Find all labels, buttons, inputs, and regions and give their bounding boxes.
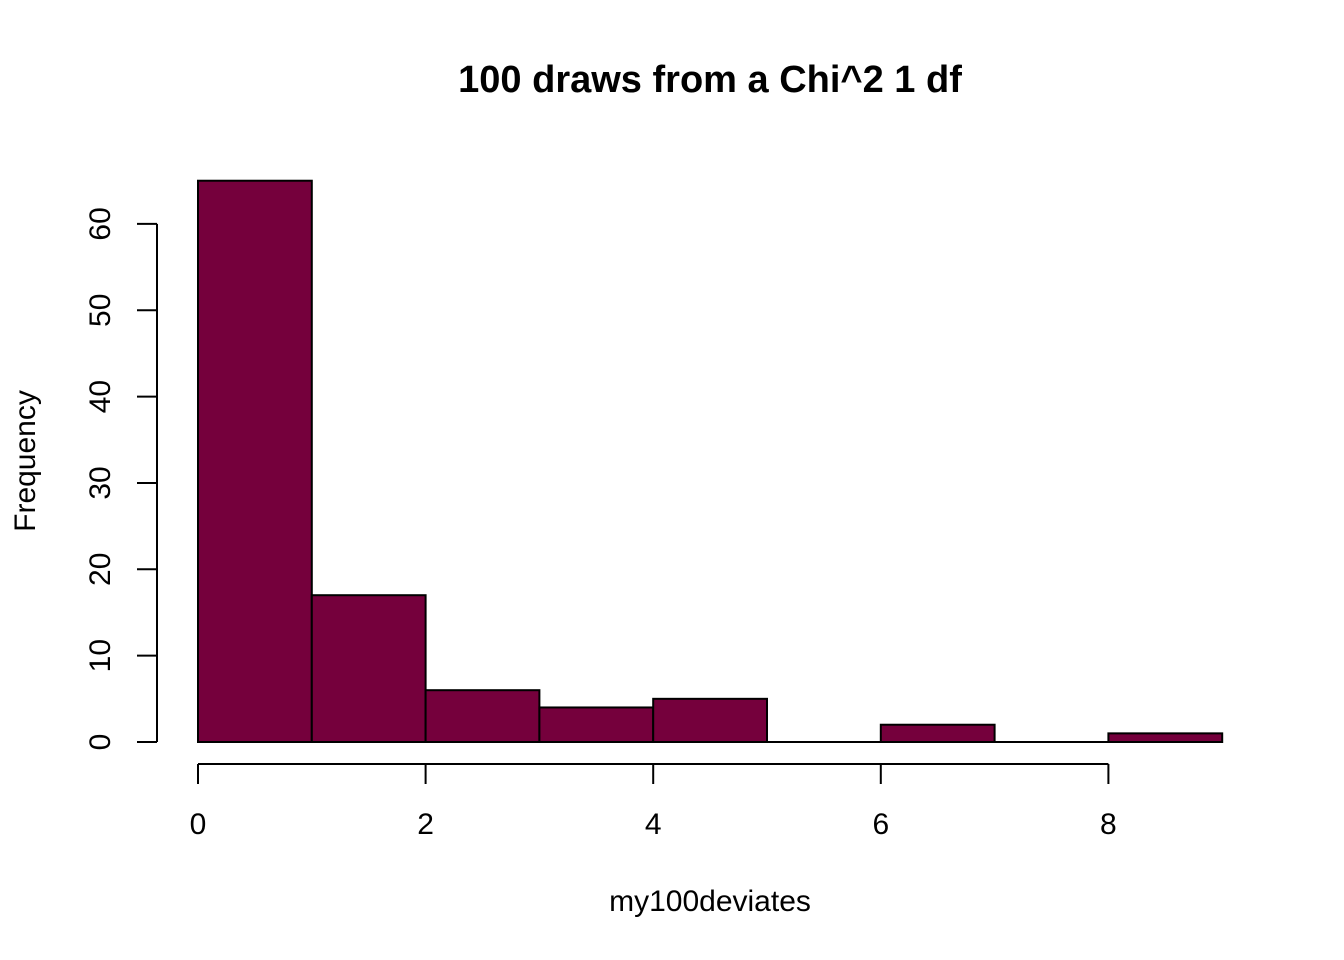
x-axis: 0 2 4 6 8 bbox=[190, 763, 1117, 841]
y-tick-label-3: 30 bbox=[84, 466, 117, 499]
y-tick-label-6: 60 bbox=[84, 207, 117, 240]
x-tick-label-0: 0 bbox=[190, 808, 207, 841]
y-tick-label-4: 40 bbox=[84, 380, 117, 413]
y-tick-label-0: 0 bbox=[84, 734, 117, 751]
x-tick-label-2: 4 bbox=[645, 808, 662, 841]
y-tick-label-1: 10 bbox=[84, 639, 117, 672]
histogram-bar-0 bbox=[197, 179, 313, 744]
y-axis: 0 10 20 30 40 50 60 bbox=[84, 207, 158, 751]
y-axis-label: Frequency bbox=[9, 390, 42, 532]
x-tick-label-1: 2 bbox=[417, 808, 434, 841]
x-tick-label-4: 8 bbox=[1100, 808, 1117, 841]
histogram-bar-6 bbox=[879, 723, 996, 743]
y-tick-label-5: 50 bbox=[84, 294, 117, 327]
histogram-bar-2 bbox=[424, 689, 541, 744]
histogram-bar-4 bbox=[652, 697, 769, 744]
histogram-bar-3 bbox=[538, 706, 655, 744]
y-tick-label-2: 20 bbox=[84, 553, 117, 586]
histogram-bar-1 bbox=[310, 594, 427, 744]
chart-title: 100 draws from a Chi^2 1 df bbox=[458, 59, 962, 101]
x-tick-label-3: 6 bbox=[872, 808, 889, 841]
x-axis-label: my100deviates bbox=[609, 885, 811, 918]
histogram-bar-8 bbox=[1107, 732, 1224, 743]
histogram-bars bbox=[197, 179, 1224, 744]
